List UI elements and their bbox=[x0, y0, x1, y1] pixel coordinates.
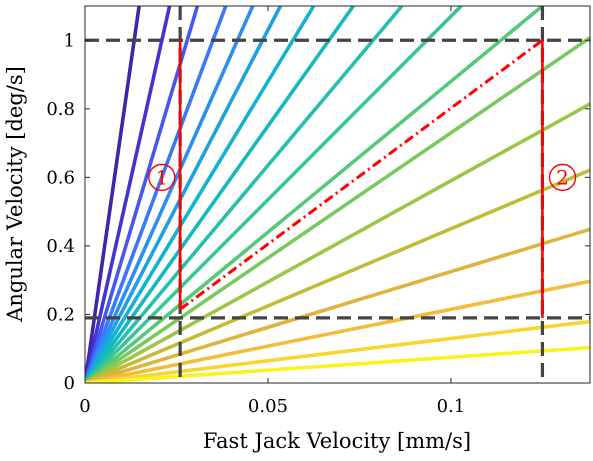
series-line-2 bbox=[85, 6, 172, 383]
series-line-8 bbox=[85, 6, 355, 383]
y-tick-label: 0.4 bbox=[46, 236, 75, 257]
y-tick-label: 1 bbox=[64, 30, 75, 51]
y-axis-ticks: 0 0.2 0.4 0.6 0.8 1 bbox=[46, 30, 590, 394]
y-tick-label: 0.6 bbox=[46, 167, 75, 188]
marker-circle-1 bbox=[148, 163, 176, 192]
marker-label-2: 2 bbox=[556, 165, 569, 189]
y-tick-label: 0.2 bbox=[46, 304, 75, 325]
y-axis-title: Angular Velocity [deg/s] bbox=[3, 66, 27, 323]
x-tick-label: 0.05 bbox=[248, 396, 288, 417]
series-line-17 bbox=[85, 319, 590, 383]
series-line-4 bbox=[85, 6, 228, 383]
series-line-18 bbox=[85, 345, 590, 383]
marker-circle-2 bbox=[548, 163, 577, 192]
x-tick-label: 0.1 bbox=[437, 396, 466, 417]
x-axis-title: Fast Jack Velocity [mm/s] bbox=[203, 429, 471, 453]
series-line-3 bbox=[85, 6, 200, 383]
series-line-13 bbox=[85, 102, 590, 383]
y-tick-label: 0.8 bbox=[46, 99, 75, 120]
y-tick-label: 0 bbox=[64, 373, 75, 394]
operating-region bbox=[178, 39, 544, 318]
series-line-10 bbox=[85, 6, 463, 383]
series-line-12 bbox=[85, 36, 590, 383]
marker-label-1: 1 bbox=[155, 165, 168, 189]
series-line-5 bbox=[85, 6, 255, 383]
series-line-14 bbox=[85, 168, 590, 383]
series-line-15 bbox=[85, 227, 590, 383]
x-axis-ticks: 0 0.05 0.1 bbox=[79, 6, 465, 417]
series-line-9 bbox=[85, 6, 404, 383]
series-line-6 bbox=[85, 6, 283, 383]
region-diagonal-edge bbox=[179, 39, 544, 311]
x-tick-label: 0 bbox=[79, 396, 90, 417]
series-line-7 bbox=[85, 6, 316, 383]
plot-frame bbox=[84, 5, 591, 384]
series-line-1 bbox=[85, 6, 141, 383]
series-lines bbox=[85, 6, 590, 383]
series-line-16 bbox=[85, 279, 590, 383]
reference-lines bbox=[85, 6, 590, 383]
series-line-11 bbox=[85, 6, 544, 383]
